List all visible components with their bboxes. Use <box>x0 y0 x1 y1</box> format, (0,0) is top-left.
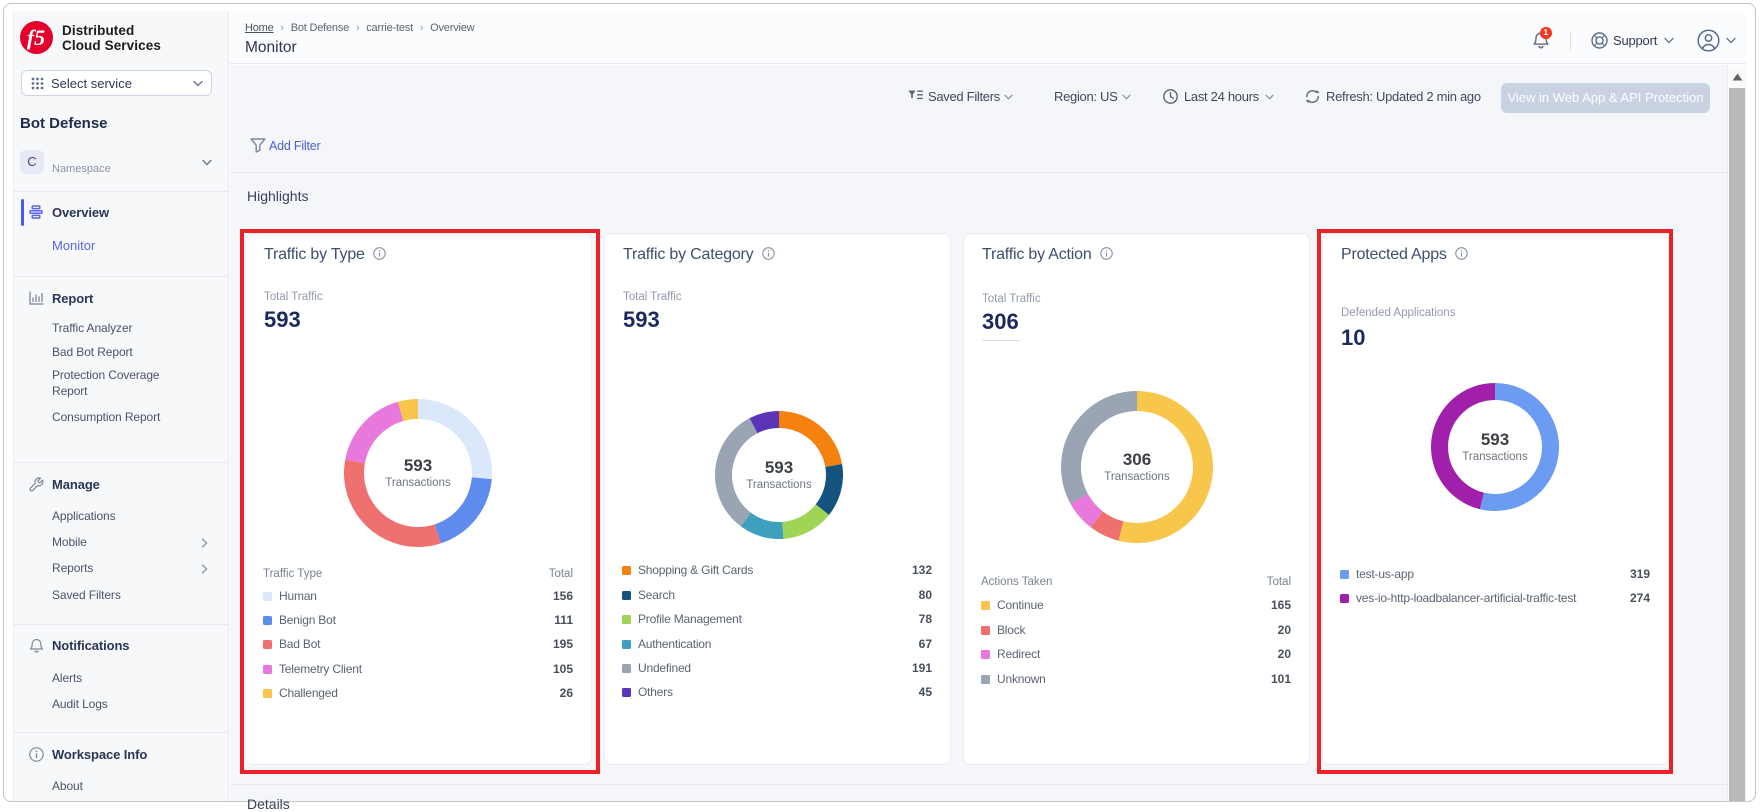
svg-text:f5: f5 <box>27 25 45 50</box>
